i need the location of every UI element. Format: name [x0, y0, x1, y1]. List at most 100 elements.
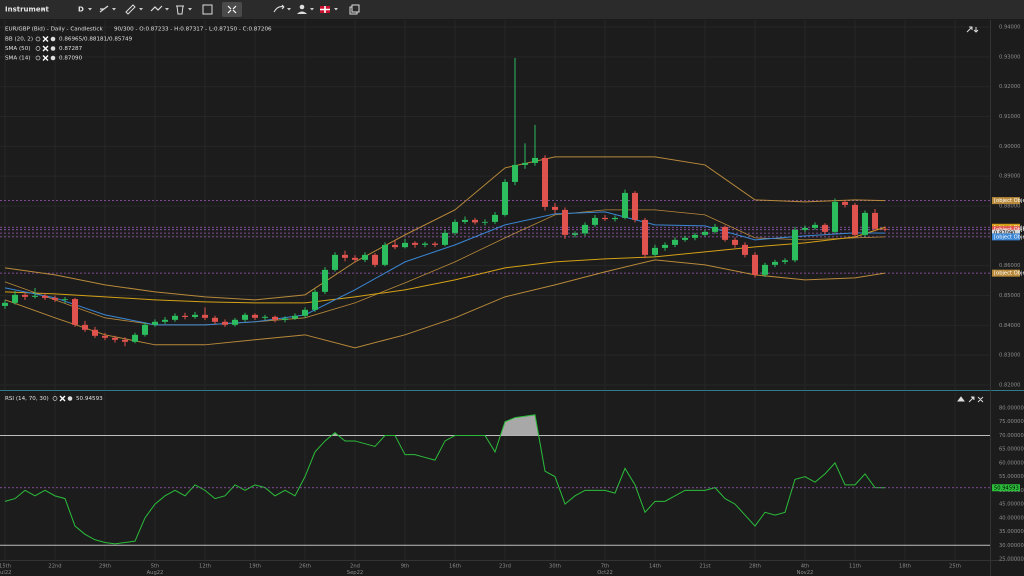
x-tick-label: 30th [549, 564, 561, 570]
candle-body [332, 254, 338, 270]
candle-body [562, 209, 568, 235]
candle-body [182, 315, 188, 317]
caret[interactable] [188, 8, 192, 11]
legend-remove-icon[interactable] [42, 45, 49, 52]
x-tick-label: 7th [601, 564, 610, 570]
caret[interactable] [112, 8, 116, 11]
candle-body [512, 164, 518, 182]
candle-body [192, 314, 198, 317]
rsi-overbought-fill [331, 414, 539, 436]
pane-controls[interactable] [966, 26, 979, 33]
candle-body [672, 239, 678, 245]
instrument-menu[interactable]: Instrument [5, 6, 50, 14]
candle-body [422, 243, 428, 245]
caret[interactable] [139, 8, 143, 11]
x-tick-label: 14th [649, 564, 661, 570]
draw-tool[interactable] [125, 4, 136, 15]
candle-body [442, 232, 448, 245]
legend-visibility-icon[interactable] [35, 36, 41, 42]
caret[interactable] [165, 8, 169, 11]
legend-remove-icon[interactable] [42, 55, 49, 61]
y-tick-label: 25.00000 [999, 557, 1024, 563]
caret[interactable] [334, 8, 338, 11]
grid [0, 20, 990, 560]
legend-settings-icon[interactable] [50, 36, 56, 42]
indicator-tool[interactable] [150, 5, 163, 12]
legend-value: 0.86965/0.88181/0.85749 [59, 37, 133, 43]
candle-body [872, 212, 878, 229]
candle-body [232, 319, 238, 325]
candle-body [132, 334, 138, 342]
ohlc-info: 90/300 - O:0.87233 - H:0.87317 - L:0.871… [114, 27, 272, 33]
legend-settings-icon[interactable] [67, 396, 73, 401]
share-tool[interactable] [273, 4, 285, 13]
y-tick-label: 0.85000 [999, 293, 1020, 299]
y-tick-label: 0.91000 [999, 114, 1020, 120]
candle-body [722, 226, 728, 240]
chart-title: EUR/GBP (Bid) - Daily - Candlestick [5, 27, 103, 33]
y-tick-label: 0.94000 [999, 25, 1020, 31]
legend-settings-icon[interactable] [50, 46, 56, 51]
candle-body [162, 319, 168, 322]
x-tick-label: 15th [0, 564, 11, 570]
price-tag [992, 233, 1020, 241]
legend-remove-icon[interactable] [59, 395, 66, 402]
caret[interactable] [88, 8, 92, 11]
candle-body [92, 329, 98, 336]
candle-body [62, 299, 68, 300]
price-tag [992, 197, 1020, 205]
x-tick-label: 9th [401, 564, 410, 570]
account-icon[interactable] [299, 4, 305, 10]
timeframe-menu[interactable]: D [78, 6, 84, 14]
caret[interactable] [287, 8, 291, 11]
legend-visibility-icon[interactable] [35, 55, 41, 61]
caret[interactable] [41, 8, 45, 11]
y-tick-label: 0.90000 [999, 144, 1020, 150]
candle-body [832, 201, 838, 232]
candle-body [312, 291, 318, 310]
x-tick-label: 5th [151, 564, 160, 570]
candle-body [552, 206, 558, 210]
popout-button-back [351, 4, 360, 13]
caret[interactable] [310, 8, 314, 11]
legend-remove-icon[interactable] [42, 36, 49, 42]
candle-body [602, 217, 608, 220]
y-tick-label: 40.00000 [999, 515, 1024, 521]
delete-tool[interactable] [176, 5, 184, 15]
candle-body [662, 244, 668, 248]
candle-body [342, 254, 348, 258]
price-tag-label: [object Object] [994, 234, 1024, 240]
legend-visibility-icon[interactable] [52, 396, 58, 401]
candle-body [82, 324, 88, 330]
sma-line [4, 226, 886, 304]
line-tool[interactable] [99, 5, 109, 13]
candle-body [862, 212, 868, 235]
y-tick-label: 0.84000 [999, 323, 1020, 329]
candle-body [572, 233, 578, 235]
x-tick-label: 26th [299, 564, 311, 570]
legend-name: BB (20, 2) [5, 37, 33, 43]
x-tick-label: 21st [699, 564, 710, 570]
x-tick-label: 23rd [499, 564, 511, 570]
bollinger-upper [4, 156, 886, 301]
candle-body [842, 201, 848, 205]
candle-body [792, 229, 798, 261]
x-tick-label: 16th [449, 564, 461, 570]
active-button[interactable] [222, 2, 242, 17]
x-tick-label: 25th [949, 564, 961, 570]
toolbar: Instrument D [0, 0, 1024, 19]
x-month-label: Nov22 [797, 570, 814, 576]
candle-body [592, 217, 598, 225]
legend-settings-icon[interactable] [50, 55, 56, 61]
axes: 15th 22nd 29th 5th 12th 19th 26th 2nd 9th 16th 23r… [0, 25, 1024, 576]
rsi-pane-controls[interactable] [957, 396, 984, 403]
candle-body [222, 321, 228, 325]
candle-body [142, 324, 148, 335]
layout-button[interactable] [202, 4, 213, 15]
candle-body [802, 227, 808, 230]
legend-visibility-icon[interactable] [35, 46, 41, 51]
x-tick-label: 28th [749, 564, 761, 570]
x-tick-label: 2nd [350, 564, 360, 570]
candle-body [102, 335, 108, 338]
